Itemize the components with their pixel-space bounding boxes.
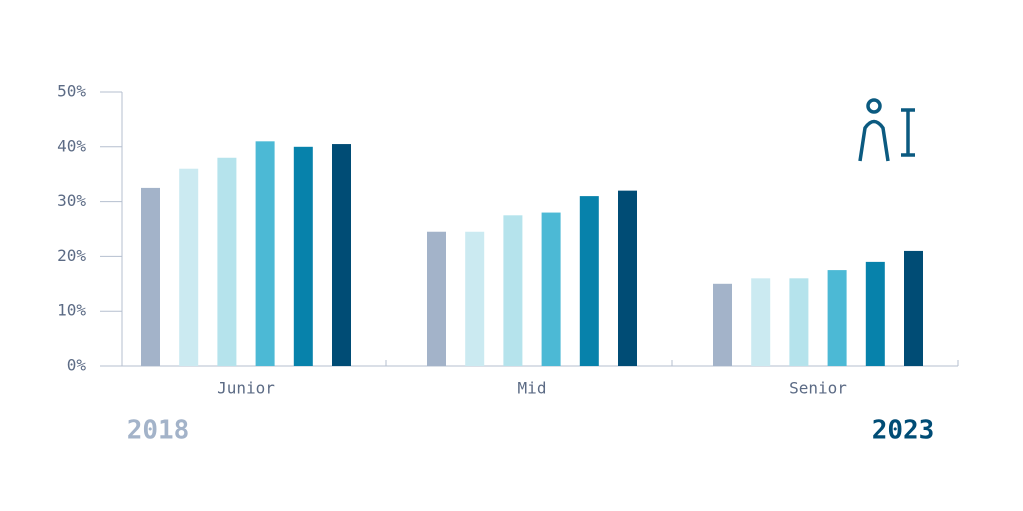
bar bbox=[865, 261, 885, 366]
y-tick-label: 20% bbox=[57, 246, 86, 265]
y-tick-label: 0% bbox=[67, 356, 87, 375]
bar bbox=[904, 250, 923, 366]
y-tick-label: 50% bbox=[57, 82, 86, 101]
legend-end: 2023 bbox=[872, 416, 935, 446]
bar bbox=[503, 215, 523, 366]
bar bbox=[427, 231, 446, 366]
bar bbox=[332, 144, 351, 366]
x-tick-label: Junior bbox=[217, 379, 275, 398]
bar bbox=[827, 270, 847, 366]
bar bbox=[618, 190, 637, 366]
bar bbox=[713, 283, 732, 366]
y-tick-label: 30% bbox=[57, 191, 86, 210]
legend-start: 2018 bbox=[127, 416, 190, 446]
bar bbox=[141, 187, 160, 366]
bar bbox=[751, 278, 771, 366]
bar bbox=[541, 212, 561, 366]
y-tick-label: 40% bbox=[57, 136, 86, 155]
bar bbox=[255, 141, 275, 366]
bar bbox=[293, 146, 313, 366]
bar bbox=[217, 157, 237, 366]
bar bbox=[179, 168, 199, 366]
logo-icon bbox=[858, 98, 915, 162]
y-tick-label: 10% bbox=[57, 301, 86, 320]
bar bbox=[789, 278, 809, 366]
bar bbox=[465, 231, 485, 366]
bar bbox=[579, 196, 599, 366]
x-tick-label: Mid bbox=[518, 379, 547, 398]
x-tick-label: Senior bbox=[789, 379, 847, 398]
